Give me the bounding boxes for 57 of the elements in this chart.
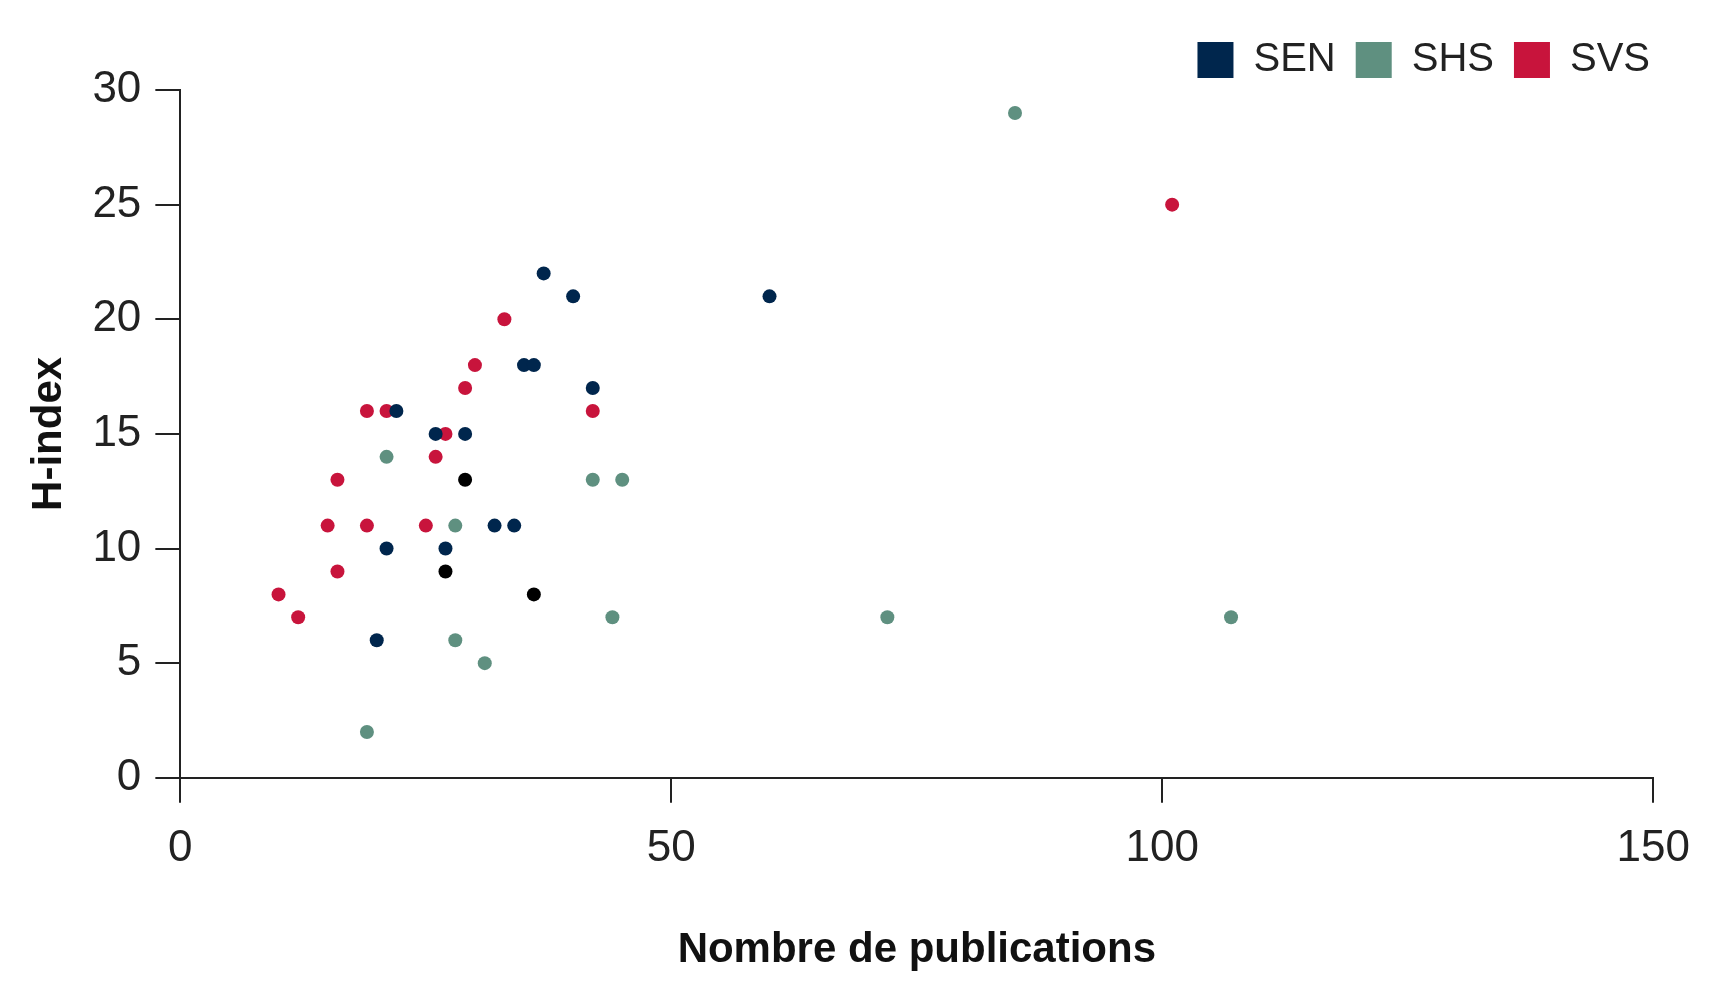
point	[458, 381, 473, 396]
point	[330, 564, 345, 579]
point	[330, 472, 345, 487]
point	[880, 610, 895, 625]
point	[507, 518, 522, 533]
y-tick-label: 15	[92, 406, 142, 456]
point	[291, 610, 306, 625]
point	[369, 633, 384, 648]
point	[477, 656, 492, 671]
x-tick-label: 0	[168, 821, 193, 871]
point	[379, 449, 394, 464]
point	[467, 358, 482, 373]
x-axis-title: Nombre de publications	[677, 924, 1157, 972]
point	[526, 587, 541, 602]
point	[458, 472, 473, 487]
point	[566, 289, 581, 304]
legend-label: SHS	[1411, 35, 1494, 80]
point	[585, 403, 600, 418]
point	[526, 358, 541, 373]
x-tick-label: 150	[1616, 821, 1690, 871]
point	[359, 518, 374, 533]
point	[536, 266, 551, 281]
point	[271, 587, 286, 602]
y-tick-label: 0	[116, 749, 142, 799]
point	[762, 289, 777, 304]
point	[438, 541, 453, 556]
x-tick-label: 50	[646, 821, 696, 871]
legend-label: SEN	[1253, 35, 1336, 80]
point	[428, 449, 443, 464]
point	[418, 518, 433, 533]
x-tick-label: 100	[1125, 821, 1200, 871]
point	[1224, 610, 1239, 625]
point	[1165, 197, 1180, 212]
y-axis-title: H-index	[22, 356, 70, 511]
point	[458, 426, 473, 441]
y-tick-label: 30	[92, 62, 142, 112]
point	[615, 472, 630, 487]
point	[585, 472, 600, 487]
legend-label: SVS	[1569, 35, 1651, 80]
point	[448, 518, 463, 533]
point	[379, 541, 394, 556]
point	[320, 518, 335, 533]
point	[428, 426, 443, 441]
point	[448, 633, 463, 648]
point	[1008, 105, 1023, 120]
point	[497, 312, 512, 327]
y-tick-label: 20	[92, 291, 142, 341]
y-tick-label: 10	[92, 520, 142, 570]
point	[389, 403, 404, 418]
y-tick-label: 25	[92, 176, 142, 226]
point	[438, 564, 453, 579]
point	[359, 724, 374, 739]
point	[359, 403, 374, 418]
point	[585, 381, 600, 396]
point	[487, 518, 502, 533]
y-tick-label: 5	[116, 635, 142, 685]
point	[605, 610, 620, 625]
